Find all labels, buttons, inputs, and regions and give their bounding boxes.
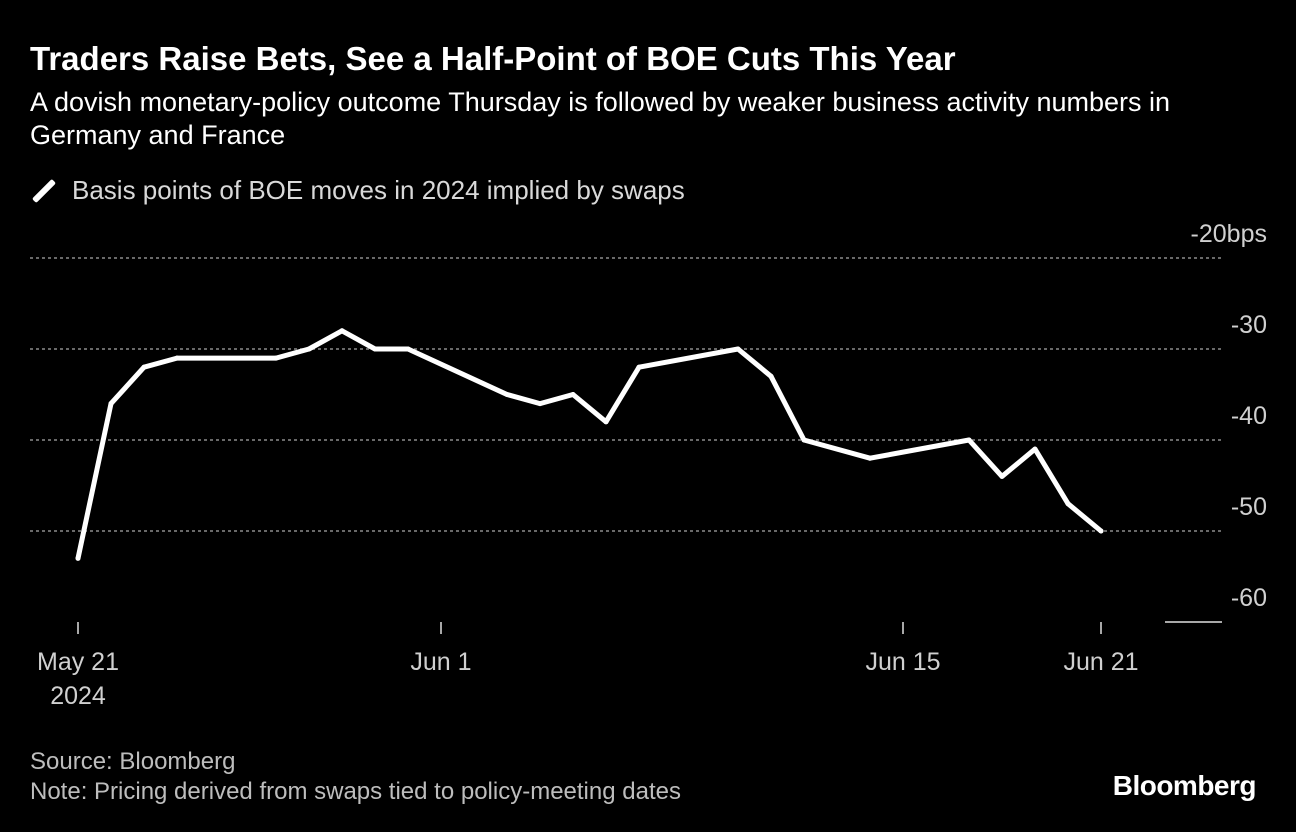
data-point (1065, 501, 1071, 507)
data-point (306, 346, 312, 352)
chart-title: Traders Raise Bets, See a Half-Point of … (30, 40, 956, 77)
data-point (537, 401, 543, 407)
x-tick-label: Jun 1 (410, 648, 471, 676)
data-point (966, 437, 972, 443)
legend-label: Basis points of BOE moves in 2024 implie… (72, 175, 685, 205)
data-point (867, 455, 873, 461)
data-point (801, 437, 807, 443)
series-line (75, 328, 1104, 561)
data-point (1032, 446, 1038, 452)
data-point (999, 473, 1005, 479)
y-tick-label: -40 (1231, 402, 1267, 430)
data-point (273, 355, 279, 361)
y-axis-ticks: -20bps -30 -40 -50 -60 (1191, 220, 1267, 612)
x-tick-label: Jun 21 (1063, 648, 1138, 676)
source-note: Source: Bloomberg (30, 748, 236, 775)
chart-subtitle: A dovish monetary-policy outcome Thursda… (30, 87, 1171, 150)
data-point (570, 392, 576, 397)
x-axis-ticks: May 21 2024 Jun 1 Jun 15 Jun 21 (37, 622, 1139, 710)
x-tick-label: Jun 15 (865, 648, 940, 676)
y-tick-label: -20bps (1191, 220, 1267, 248)
y-tick-label: -30 (1231, 311, 1267, 339)
data-point (75, 555, 81, 561)
data-point (768, 373, 774, 379)
method-note: Note: Pricing derived from swaps tied to… (30, 778, 681, 805)
x-tick-sublabel: 2024 (50, 682, 106, 710)
series-layer (75, 328, 1104, 561)
data-point (372, 346, 378, 352)
data-point (636, 364, 642, 370)
data-point (735, 346, 741, 352)
data-point (108, 401, 114, 407)
data-point (339, 328, 345, 334)
bloomberg-logo: Bloomberg (1112, 770, 1257, 801)
data-point (504, 392, 510, 397)
legend: Basis points of BOE moves in 2024 implie… (30, 175, 685, 206)
grid-lines (30, 257, 1222, 623)
y-tick-label: -60 (1231, 584, 1267, 612)
data-point (405, 346, 411, 352)
y-tick-label: -50 (1231, 493, 1267, 521)
data-point (141, 364, 147, 370)
data-point (174, 355, 180, 361)
x-tick-label: May 21 (37, 648, 119, 676)
data-point (603, 419, 609, 425)
data-point (1098, 528, 1104, 534)
